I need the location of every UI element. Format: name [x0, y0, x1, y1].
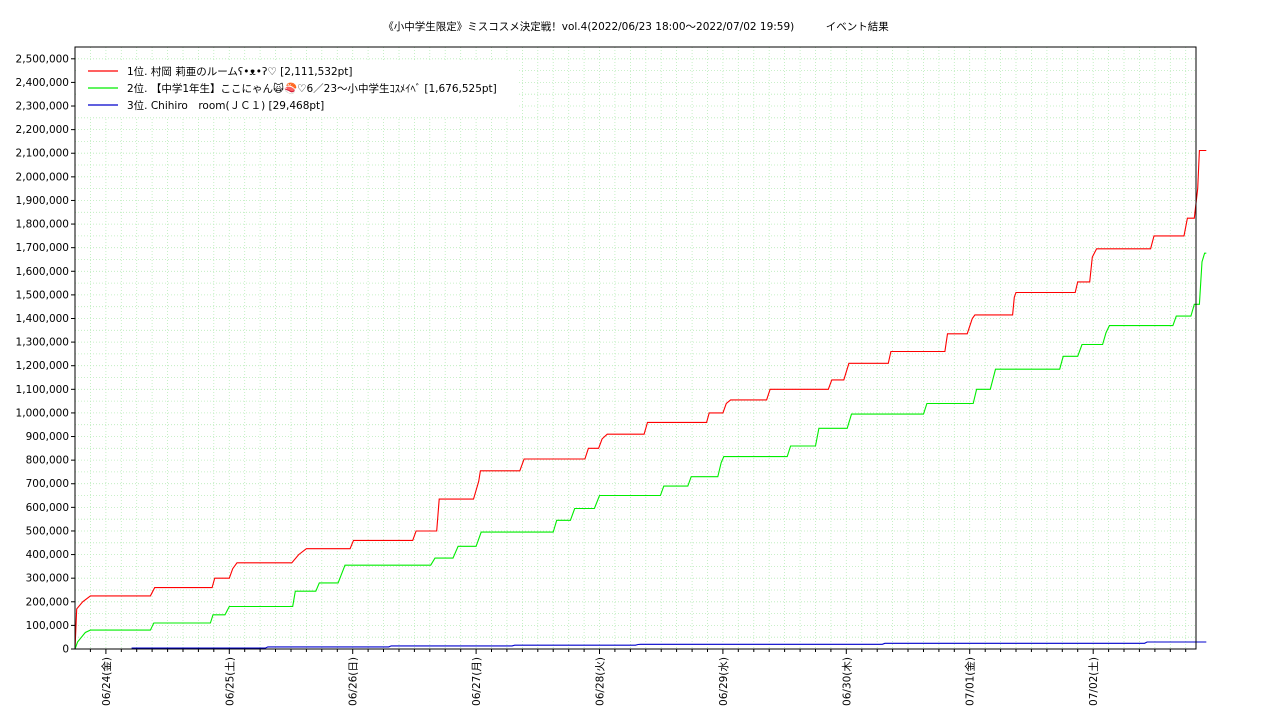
x-tick-label: 06/29(水) [718, 657, 730, 706]
y-tick-label: 1,400,000 [16, 313, 69, 325]
y-tick-label: 1,300,000 [16, 337, 69, 349]
y-tick-label: 600,000 [26, 502, 69, 514]
legend-label: 2位. 【中学1年生】ここにゃん🙀🍣♡6／23〜小中学生ｺｽﾒｲﾍﾞ [1,67… [127, 82, 497, 95]
x-tick-label: 07/01(金) [964, 657, 977, 706]
plot-frame [74, 46, 1197, 650]
y-tick-label: 2,200,000 [16, 124, 69, 136]
y-tick-label: 1,600,000 [16, 266, 69, 278]
y-tick-label: 200,000 [26, 596, 69, 608]
y-tick-label: 1,500,000 [16, 289, 69, 301]
y-tick-label: 1,900,000 [16, 195, 69, 207]
x-tick-label: 06/25(土) [223, 657, 236, 706]
y-tick-label: 1,700,000 [16, 242, 69, 254]
grid [75, 47, 1196, 649]
y-tick-label: 100,000 [26, 620, 69, 632]
y-tick-label: 800,000 [26, 455, 69, 467]
y-tick-label: 2,100,000 [16, 148, 69, 160]
y-tick-label: 2,300,000 [16, 101, 69, 113]
y-tick-label: 1,000,000 [16, 407, 69, 419]
x-tick-label: 06/26(日) [348, 657, 360, 706]
x-tick-label: 06/27(月) [471, 657, 483, 706]
y-tick-label: 400,000 [26, 549, 69, 561]
y-tick-label: 700,000 [26, 478, 69, 490]
series-lines [74, 149, 1207, 650]
y-tick-label: 1,800,000 [16, 219, 69, 231]
legend-label: 3位. Chihiro room(ＪＣ１) [29,468pt] [127, 99, 324, 112]
y-tick-label: 1,100,000 [16, 384, 69, 396]
y-tick-label: 2,000,000 [16, 171, 69, 183]
legend: 1位. 村岡 莉亜のルームʕ•ᴥ•ʔ♡ [2,111,532pt] 2位. 【中学… [78, 61, 518, 117]
series-line-3 [131, 641, 1207, 649]
chart-title: 《小中学生限定》ミスコスメ決定戦！vol.4(2022/06/23 18:00～… [383, 20, 889, 33]
y-tick-label: 300,000 [26, 573, 69, 585]
legend-label: 1位. 村岡 莉亜のルームʕ•ᴥ•ʔ♡ [2,111,532pt] [127, 65, 353, 78]
series-line-1 [74, 149, 1207, 650]
axes: 0 100,000 200,000 300,000 400,000 500,000 600,… [16, 53, 1187, 706]
y-tick-label: 1,200,000 [16, 360, 69, 372]
series-line-2 [74, 252, 1207, 650]
y-tick-label: 0 [62, 644, 69, 656]
x-tick-label: 07/02(土) [1087, 657, 1100, 706]
legend-background [78, 61, 518, 117]
x-tick-label: 06/28(火) [595, 657, 607, 706]
y-tick-label: 2,500,000 [16, 53, 69, 65]
y-tick-label: 500,000 [26, 525, 69, 537]
y-tick-label: 2,400,000 [16, 77, 69, 89]
x-tick-label: 06/30(木) [841, 657, 853, 706]
x-tick-label: 06/24(金) [100, 657, 113, 706]
y-tick-label: 900,000 [26, 431, 69, 443]
